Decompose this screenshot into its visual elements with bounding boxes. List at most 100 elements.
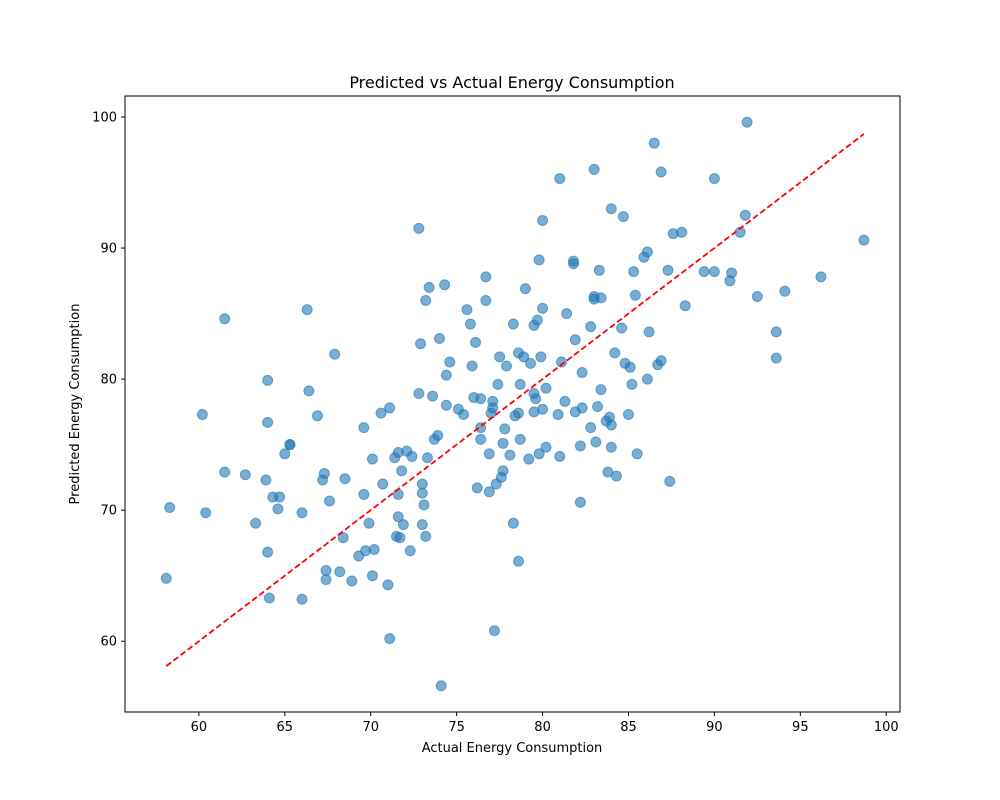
scatter-point (554, 173, 566, 185)
x-axis-label: Actual Energy Consumption (422, 741, 603, 756)
scatter-point (507, 517, 519, 529)
scatter-point (160, 572, 172, 584)
scatter-point (475, 393, 487, 405)
scatter-point (626, 378, 638, 390)
scatter-point (605, 203, 617, 215)
scatter-point (751, 291, 763, 303)
scatter-point (384, 402, 396, 414)
scatter-point (239, 469, 251, 481)
scatter-point (219, 313, 231, 325)
scatter-point (585, 422, 597, 434)
x-tick-label: 85 (620, 720, 637, 735)
scatter-point (323, 495, 335, 507)
scatter-point (320, 574, 332, 586)
scatter-point (643, 326, 655, 338)
scatter-point (535, 351, 547, 363)
y-tick-label: 90 (100, 242, 117, 257)
scatter-point (576, 402, 588, 414)
x-tick-label: 75 (448, 720, 465, 735)
scatter-point (514, 378, 526, 390)
y-axis-label: Predicted Energy Consumption (68, 304, 83, 505)
scatter-point (420, 294, 432, 306)
scatter-point (262, 374, 274, 386)
scatter-point (382, 579, 394, 591)
scatter-point (363, 517, 375, 529)
scatter-point (555, 356, 567, 368)
scatter-point (329, 348, 341, 360)
scatter-point (574, 496, 586, 508)
scatter-point (415, 338, 427, 350)
scatter-point (303, 385, 315, 397)
scatter-point (605, 441, 617, 453)
scatter-point (655, 355, 667, 367)
scatter-point (622, 408, 634, 420)
scatter-point (366, 453, 378, 465)
scatter-point (605, 419, 617, 431)
scatter-point (262, 416, 274, 428)
scatter-point (631, 448, 643, 460)
scatter-point (250, 517, 262, 529)
scatter-point (664, 475, 676, 487)
scatter-point (480, 271, 492, 283)
scatter-point (726, 267, 738, 279)
scatter-point (421, 452, 433, 464)
scatter-point (423, 281, 435, 293)
scatter-point (513, 407, 525, 419)
x-tick-label: 95 (792, 720, 809, 735)
scatter-point (260, 474, 272, 486)
scatter-point (739, 209, 751, 221)
scatter-point (464, 318, 476, 330)
scatter-point (337, 532, 349, 544)
scatter-point (523, 453, 535, 465)
scatter-point (320, 564, 332, 576)
scatter-point (568, 258, 579, 270)
scatter-point (708, 266, 720, 278)
x-tick-label: 80 (534, 720, 551, 735)
scatter-point (662, 264, 674, 276)
scatter-point (471, 482, 483, 494)
scatter-point (416, 487, 428, 499)
scatter-point (513, 555, 525, 567)
scatter-point (435, 680, 447, 692)
scatter-point (592, 401, 604, 413)
scatter-point (318, 467, 330, 479)
scatter-point (420, 530, 432, 542)
scatter-point (641, 246, 653, 258)
scatter-point (679, 300, 691, 312)
scatter-point (576, 367, 588, 379)
scatter-point (641, 373, 653, 385)
scatter-point (368, 543, 380, 555)
scatter-point (413, 222, 425, 234)
scatter-point (499, 423, 511, 435)
scatter-point (629, 289, 641, 301)
scatter-point (475, 433, 487, 445)
scatter-point (196, 408, 208, 420)
scatter-point (433, 332, 445, 344)
scatter-point (561, 308, 573, 320)
scatter-point (219, 466, 231, 478)
scatter-point (458, 408, 470, 420)
scatter-point (514, 433, 526, 445)
scatter-point (593, 264, 605, 276)
x-tick-label: 65 (277, 720, 294, 735)
y-tick-label: 60 (100, 635, 117, 650)
scatter-point (741, 116, 753, 128)
scatter-point (537, 215, 549, 227)
scatter-point (858, 234, 870, 246)
scatter-point (552, 408, 564, 420)
scatter-point (439, 279, 451, 291)
scatter-point (497, 465, 509, 477)
scatter-point (585, 321, 597, 333)
scatter-point (588, 163, 600, 175)
scatter-point (574, 440, 586, 452)
scatter-point (530, 393, 542, 405)
scatter-point (676, 226, 688, 238)
scatter-point (537, 403, 549, 415)
scatter-point (500, 360, 512, 372)
x-tick-label: 60 (191, 720, 208, 735)
scatter-point (492, 378, 504, 390)
scatter-point (358, 422, 370, 434)
scatter-point (418, 499, 430, 511)
